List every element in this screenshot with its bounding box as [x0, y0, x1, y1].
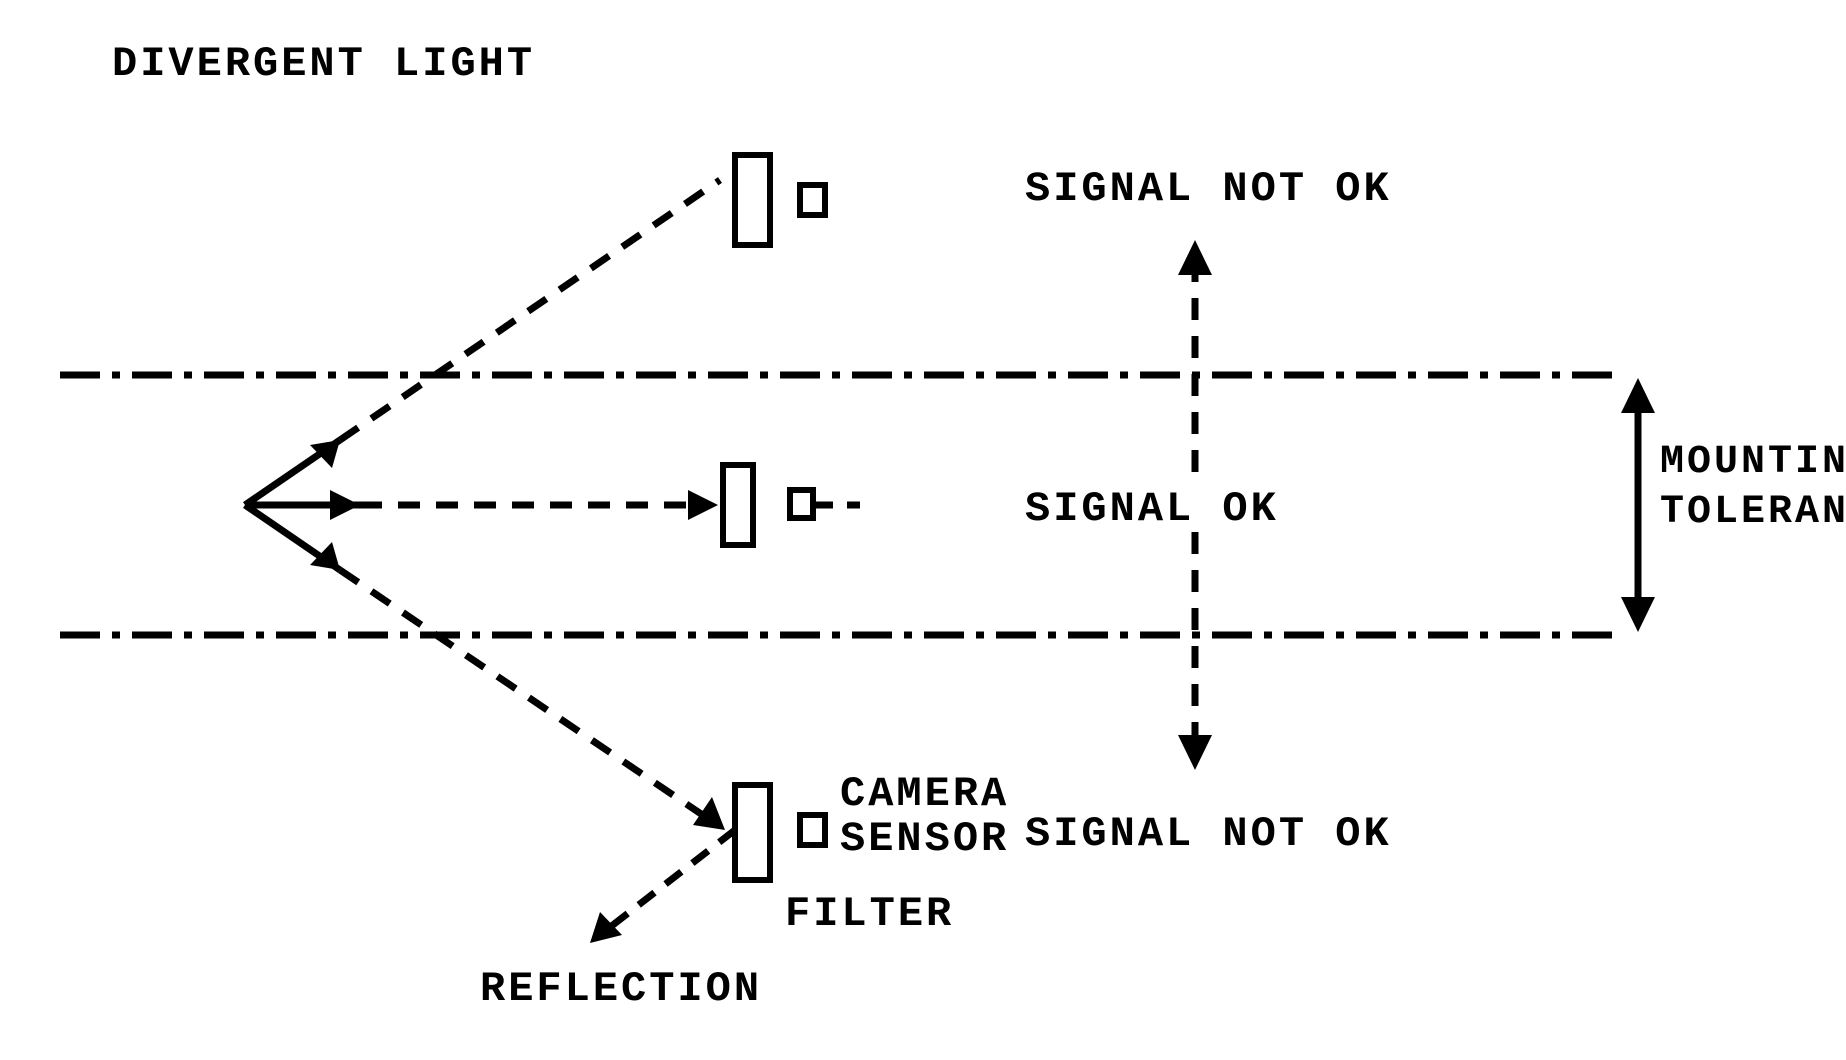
camera-label-line2: SENSOR: [840, 815, 1009, 863]
filter-top: [735, 155, 770, 245]
camera-label-line1: CAMERA: [840, 770, 1009, 818]
sensor-mid: [790, 490, 813, 518]
signal-arrow-head-bottom: [1178, 735, 1212, 770]
sensor-bot: [800, 815, 825, 845]
ray-upper-dashed: [340, 180, 720, 440]
signal-ok-label: SIGNAL OK: [1025, 485, 1279, 533]
filter-bot: [735, 785, 770, 880]
diagram-container: DIVERGENT LIGHT SIGNAL NOT OK SIGNAL OK …: [0, 0, 1846, 1060]
ray-center-arrowhead-start: [330, 490, 360, 520]
sensor-top: [800, 185, 825, 215]
filter-label: FILTER: [785, 890, 954, 938]
signal-not-ok-bottom-label: SIGNAL NOT OK: [1025, 810, 1392, 858]
reflection-label: REFLECTION: [480, 965, 762, 1013]
filter-mid: [723, 465, 753, 545]
signal-arrow-head-top: [1178, 240, 1212, 275]
mounting-label-line1: MOUNTING: [1660, 440, 1846, 485]
ray-center-arrowhead-end: [688, 490, 718, 520]
mounting-label-line2: TOLERANCE: [1660, 490, 1846, 535]
tolerance-arrow-head-bottom: [1621, 597, 1655, 632]
title-label: DIVERGENT LIGHT: [112, 40, 535, 88]
tolerance-arrow-head-top: [1621, 378, 1655, 413]
ray-lower-dashed: [340, 570, 710, 820]
signal-not-ok-top-label: SIGNAL NOT OK: [1025, 165, 1392, 213]
reflection-ray: [600, 830, 735, 935]
reflection-arrowhead: [590, 912, 622, 943]
